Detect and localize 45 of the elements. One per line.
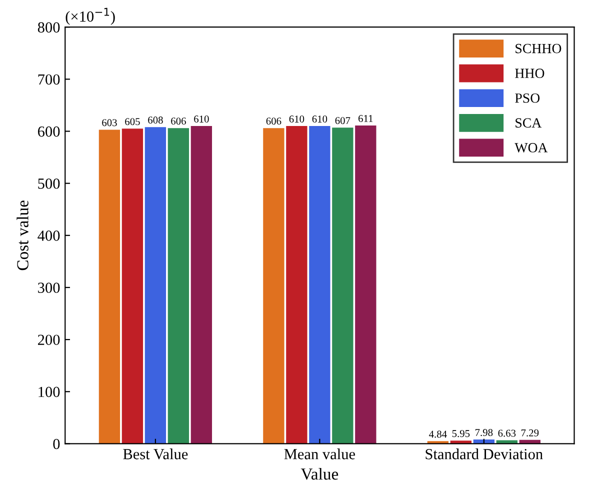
x-tick-label: Standard Deviation [426, 448, 543, 460]
legend-label: HHO [515, 68, 544, 78]
y-tick-label: 600 [38, 126, 60, 137]
bar [355, 126, 376, 444]
x-axis-title: Value [300, 468, 338, 480]
data-label: 7.29 [521, 429, 539, 436]
bar [144, 127, 166, 444]
data-label: 611 [358, 115, 373, 122]
data-label: 608 [148, 116, 163, 124]
data-label: 4.84 [429, 430, 447, 438]
y-tick-label: 0 [53, 438, 60, 450]
bar [168, 128, 190, 444]
data-label: 610 [312, 116, 328, 123]
bar [332, 128, 354, 444]
bar [263, 128, 284, 444]
data-label: 610 [194, 116, 209, 123]
data-label: 606 [266, 118, 282, 125]
y-tick-label: 700 [38, 74, 60, 85]
data-label: 605 [125, 118, 140, 126]
bar [190, 126, 212, 444]
text: (×10$^{−1}$) [66, 8, 115, 25]
bar [98, 130, 120, 444]
bar [122, 128, 144, 444]
data-label: 603 [102, 119, 117, 126]
bar [309, 126, 330, 444]
legend-label: SCA [516, 118, 542, 128]
y-tick-label: 800 [38, 22, 60, 33]
y-axis-title: Cost value [16, 200, 28, 270]
legend-label: SCHHO [516, 44, 562, 54]
data-label: 7.98 [475, 429, 493, 436]
y-tick-label: 100 [38, 386, 60, 398]
y-tick-label: 200 [38, 334, 60, 346]
data-label: 607 [335, 117, 350, 124]
data-label: 606 [171, 118, 186, 125]
x-tick-label: Mean value [284, 448, 355, 460]
y-tick-label: 300 [38, 282, 60, 293]
bar [286, 126, 308, 444]
legend-label: PSO [515, 93, 540, 103]
x-tick-label: Best Value [123, 448, 188, 460]
data-label: 6.63 [498, 430, 516, 437]
y-tick-label: 400 [38, 230, 60, 241]
data-label: 610 [289, 116, 304, 123]
legend-label: WOA [514, 143, 548, 152]
data-label: 5.95 [452, 430, 470, 438]
y-tick-label: 500 [38, 178, 60, 189]
